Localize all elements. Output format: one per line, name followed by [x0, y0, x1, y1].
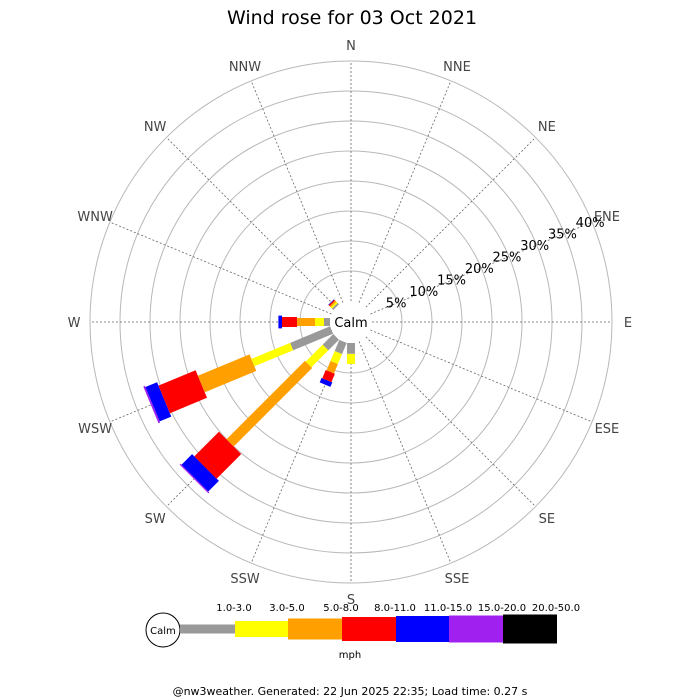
wind-bar-wsw: [197, 354, 257, 393]
direction-label: NNW: [229, 60, 261, 75]
grid-spoke: [365, 336, 536, 507]
wind-bar-wsw: [145, 382, 172, 422]
ring-label: 25%: [493, 251, 522, 266]
grid-spoke: [109, 221, 332, 315]
wind-bar-wsw: [143, 385, 161, 424]
direction-label: SSE: [445, 572, 470, 587]
legend-swatch: [288, 618, 342, 640]
legend-label: 15.0-20.0: [478, 603, 526, 614]
grid-spoke: [358, 80, 452, 303]
direction-label: NNE: [443, 60, 471, 75]
legend-swatch: [396, 616, 449, 642]
wind-bar-sw: [179, 463, 210, 494]
legend-swatch: [180, 624, 235, 634]
grid-spoke: [250, 80, 344, 303]
legend: Calm 1.0-3.0 3.0-5.0 5.0-8.0 8.0-11.0 11.0-15…: [145, 603, 580, 661]
calm-label: Calm: [334, 316, 367, 331]
ring-label: 35%: [548, 228, 577, 243]
wind-bar-nw: [328, 299, 335, 306]
wind-bars: [143, 299, 355, 494]
direction-label: SE: [539, 512, 555, 527]
wind-bar-s: [347, 353, 355, 364]
wind-bar-wsw: [251, 342, 294, 367]
direction-label: ESE: [595, 422, 620, 437]
wind-bar-sw: [226, 360, 313, 447]
wind-bar-w: [324, 318, 330, 326]
calm-circle: [330, 301, 372, 343]
direction-label: N: [346, 39, 356, 54]
wind-bar-nw: [328, 299, 336, 307]
grid-spoke: [370, 221, 593, 315]
wind-bar-ssw: [330, 351, 343, 364]
legend-swatch: [235, 621, 288, 637]
wind-bar-w: [315, 318, 324, 326]
grid-spoke: [370, 329, 593, 423]
wind-bar-wsw: [158, 370, 207, 414]
wind-bar-nw: [330, 301, 338, 309]
calm-center: Calm: [330, 301, 372, 343]
direction-label: SSW: [230, 572, 260, 587]
direction-label: ENE: [594, 210, 620, 225]
wind-bar-sw: [194, 431, 242, 479]
wind-bar-ssw: [322, 370, 335, 383]
wind-bar-nw: [329, 300, 337, 308]
wind-bar-ssw: [319, 378, 333, 387]
wind-bar-w: [297, 318, 315, 326]
legend-swatch: [449, 615, 503, 643]
grid-spoke: [166, 137, 337, 308]
wind-bar-sw: [322, 334, 339, 351]
ring-label: 20%: [465, 262, 494, 277]
wind-bar-ssw: [334, 339, 347, 354]
legend-label: 8.0-11.0: [374, 603, 416, 614]
direction-label: S: [347, 593, 355, 608]
wind-bar-wsw: [290, 326, 334, 351]
legend-swatch: [503, 614, 557, 644]
ring-label: 10%: [409, 285, 438, 300]
legend-swatch: [342, 617, 396, 641]
direction-label: W: [68, 316, 81, 331]
direction-label: NE: [538, 120, 556, 135]
legend-units: mph: [339, 650, 361, 661]
ring-labels: 5%10%15%20%25%30%35%40%: [386, 216, 605, 311]
legend-label: 11.0-15.0: [424, 603, 472, 614]
footer: @nw3weather. Generated: 22 Jun 2025 22:3…: [173, 685, 528, 698]
direction-label: E: [624, 316, 632, 331]
legend-label: 1.0-3.0: [216, 603, 251, 614]
wind-bar-w: [278, 315, 282, 329]
legend-label: 3.0-5.0: [269, 603, 304, 614]
ring-label: 30%: [520, 239, 549, 254]
ring-label: 5%: [386, 296, 407, 311]
wind-bar-s: [347, 343, 355, 354]
legend-label: 20.0-50.0: [532, 603, 580, 614]
wind-bar-w: [282, 317, 297, 327]
direction-label: WSW: [78, 422, 112, 437]
ring-label: 40%: [576, 216, 605, 231]
direction-label: WNW: [77, 210, 113, 225]
wind-bar-sw: [305, 344, 329, 368]
wind-bar-nw: [332, 303, 339, 310]
wind-bar-sw: [181, 454, 219, 492]
direction-label: SW: [145, 512, 166, 527]
grid-spoke: [358, 341, 452, 564]
ring-label: 15%: [437, 274, 466, 289]
chart-title: Wind rose for 03 Oct 2021: [227, 7, 477, 29]
legend-calm-label: Calm: [150, 626, 176, 637]
grid-spoke: [365, 137, 536, 308]
direction-label: NW: [144, 120, 167, 135]
legend-label: 5.0-8.0: [323, 603, 358, 614]
grid-ring: [89, 60, 613, 584]
wind-bar-ssw: [326, 360, 338, 374]
